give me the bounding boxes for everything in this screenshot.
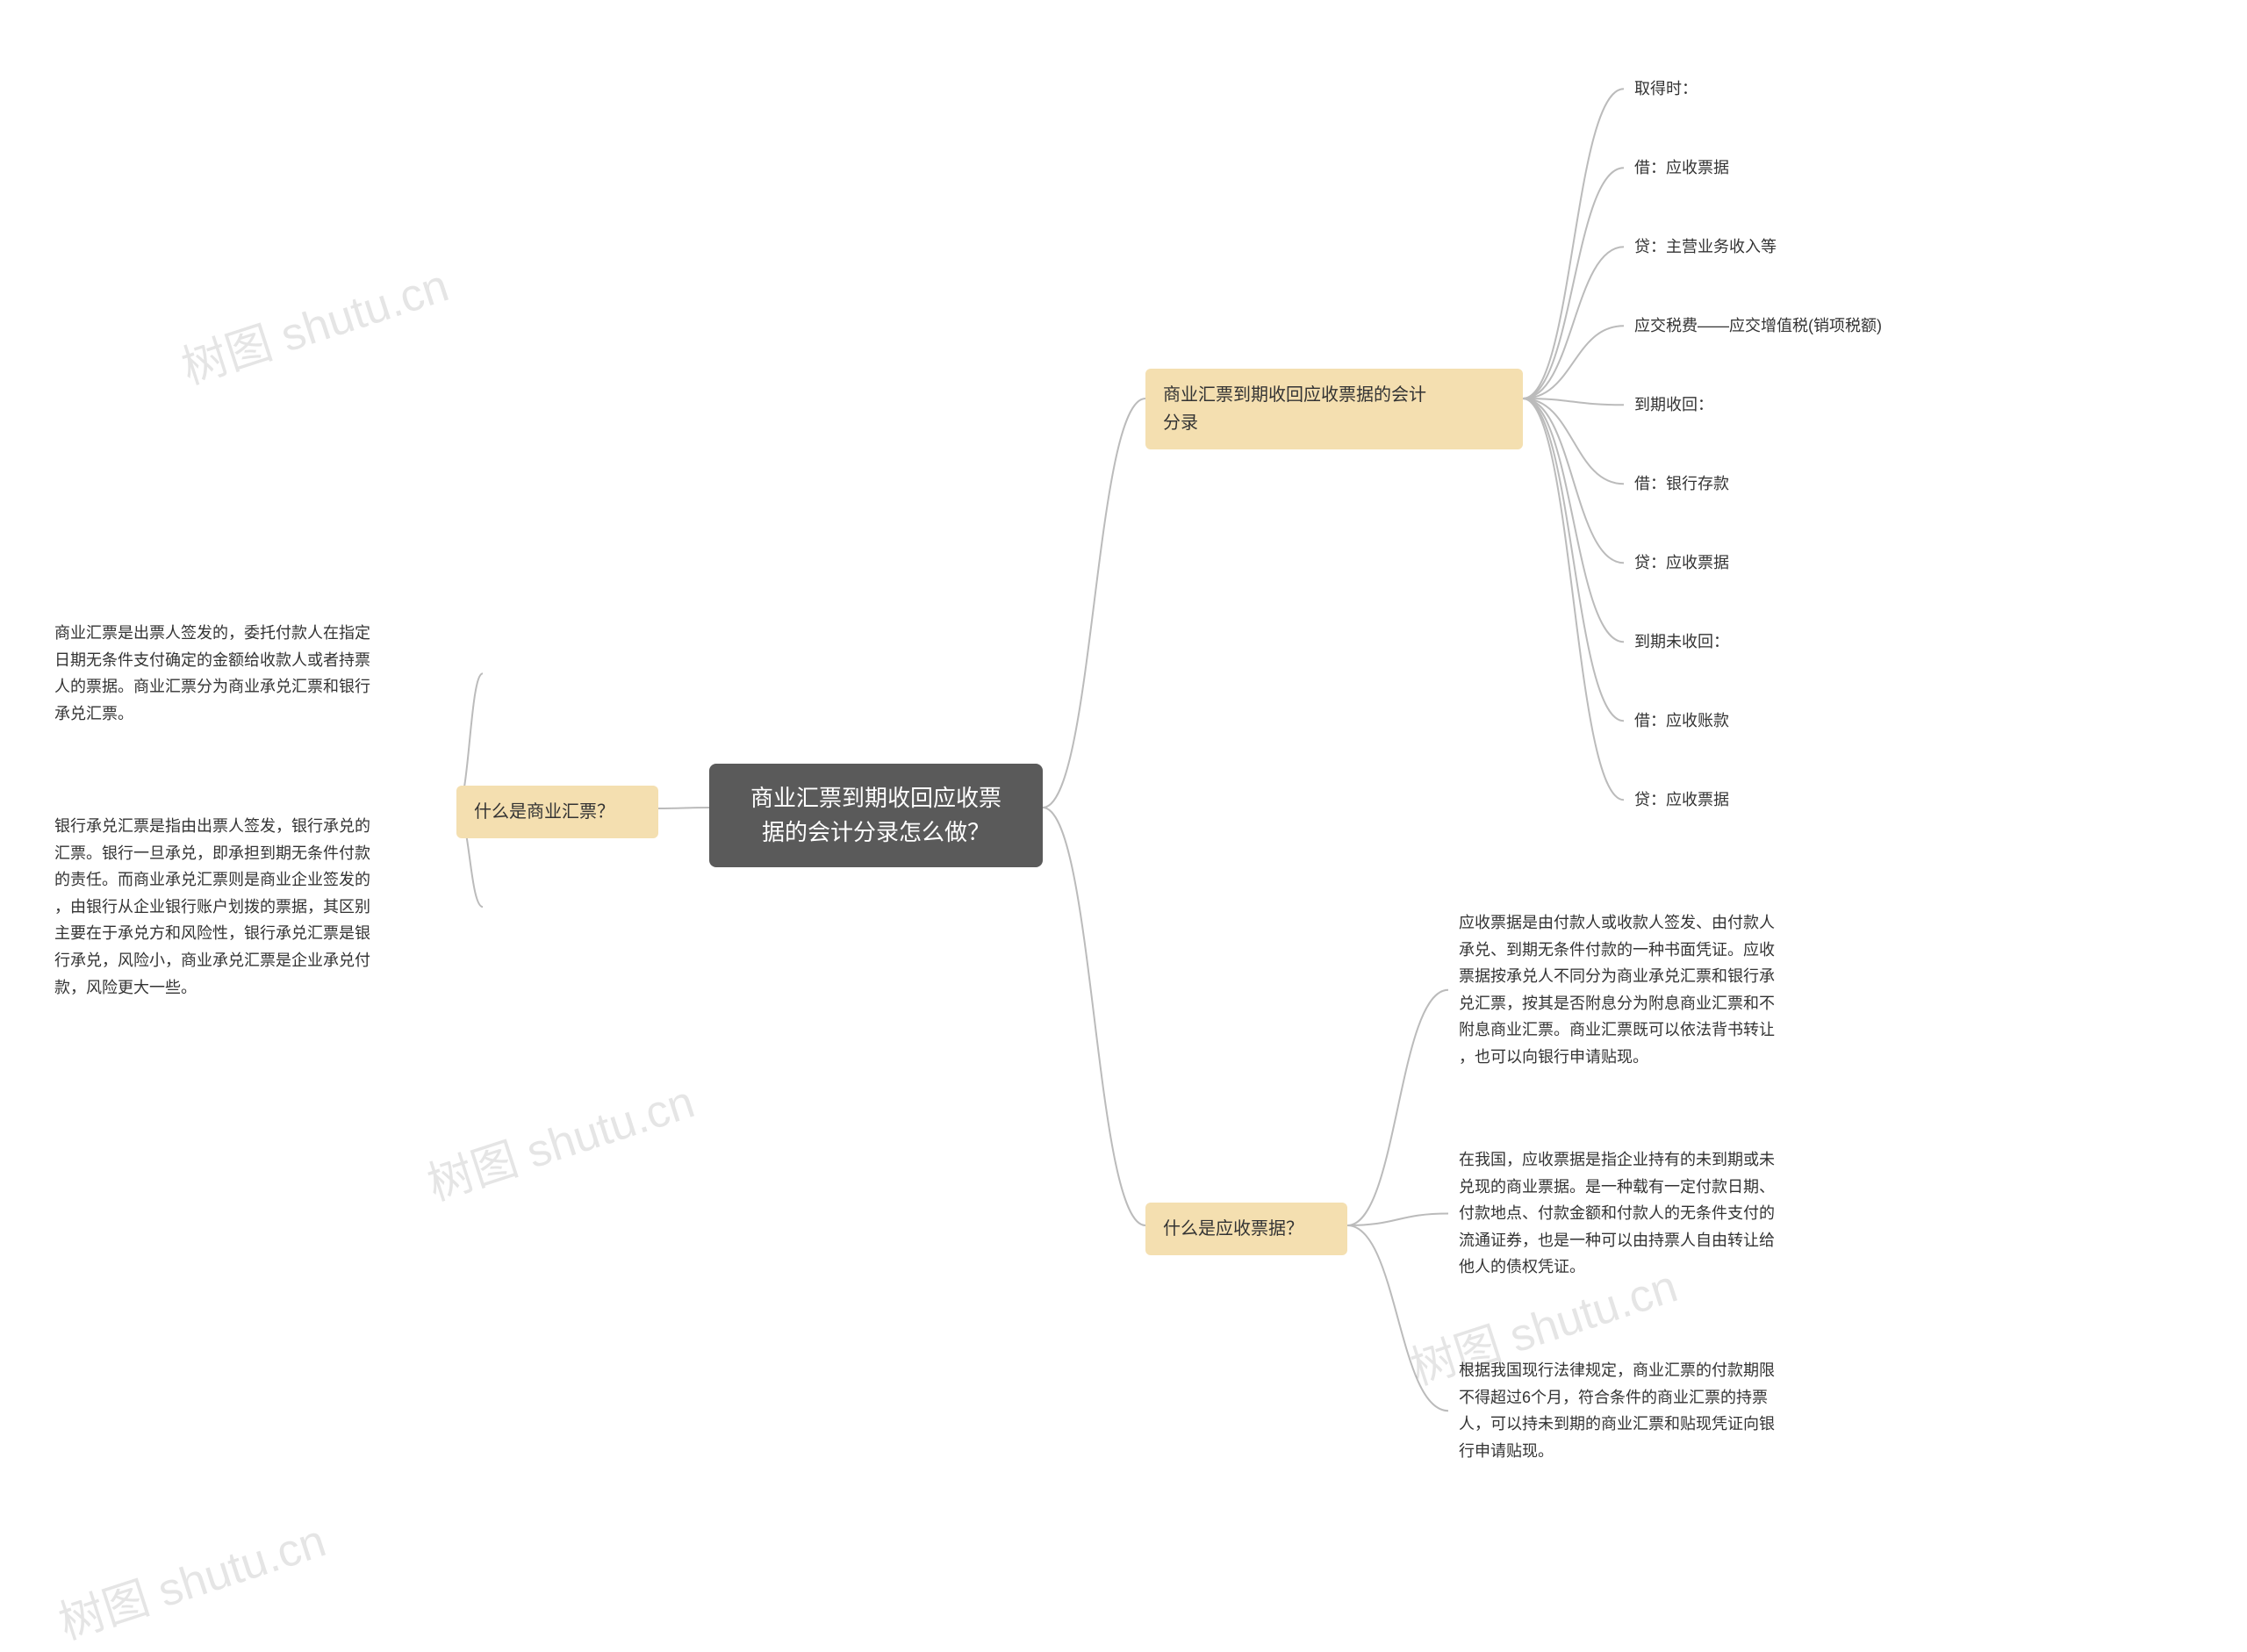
leaf-node-0-2: 贷：主营业务收入等 <box>1624 228 1852 266</box>
leaf-node-0-7: 到期未收回： <box>1624 623 1799 661</box>
root-node: 商业汇票到期收回应收票据的会计分录怎么做？ <box>709 764 1043 867</box>
leaf-node-0-9: 贷：应收票据 <box>1624 781 1799 819</box>
leaf-node-0-0: 取得时： <box>1624 70 1799 108</box>
leaf-node-2-1: 银行承兑汇票是指由出票人签发，银行承兑的汇票。银行一旦承兑，即承担到期无条件付款… <box>44 808 483 1006</box>
branch-node-0: 商业汇票到期收回应收票据的会计分录 <box>1145 369 1523 449</box>
leaf-node-0-4: 到期收回： <box>1624 386 1799 424</box>
leaf-node-0-6: 贷：应收票据 <box>1624 544 1799 582</box>
leaf-node-1-1: 在我国，应收票据是指企业持有的未到期或未兑现的商业票据。是一种载有一定付款日期、… <box>1448 1141 1896 1286</box>
leaf-node-0-8: 借：应收账款 <box>1624 702 1799 740</box>
leaf-node-2-0: 商业汇票是出票人签发的，委托付款人在指定日期无条件支付确定的金额给收款人或者持票… <box>44 614 483 732</box>
watermark-0: 树图 shutu.cn <box>172 248 456 397</box>
branch-node-1: 什么是应收票据？ <box>1145 1203 1347 1255</box>
leaf-node-1-2: 根据我国现行法律规定，商业汇票的付款期限不得超过6个月，符合条件的商业汇票的持票… <box>1448 1352 1896 1469</box>
watermark-1: 树图 shutu.cn <box>418 1065 701 1213</box>
leaf-node-0-1: 借：应收票据 <box>1624 149 1799 187</box>
leaf-node-1-0: 应收票据是由付款人或收款人签发、由付款人承兑、到期无条件付款的一种书面凭证。应收… <box>1448 904 1896 1076</box>
leaf-node-0-3: 应交税费——应交增值税(销项税额) <box>1624 307 1992 345</box>
leaf-node-0-5: 借：银行存款 <box>1624 465 1799 503</box>
branch-node-2: 什么是商业汇票？ <box>456 786 658 838</box>
watermark-2: 树图 shutu.cn <box>49 1504 333 1652</box>
